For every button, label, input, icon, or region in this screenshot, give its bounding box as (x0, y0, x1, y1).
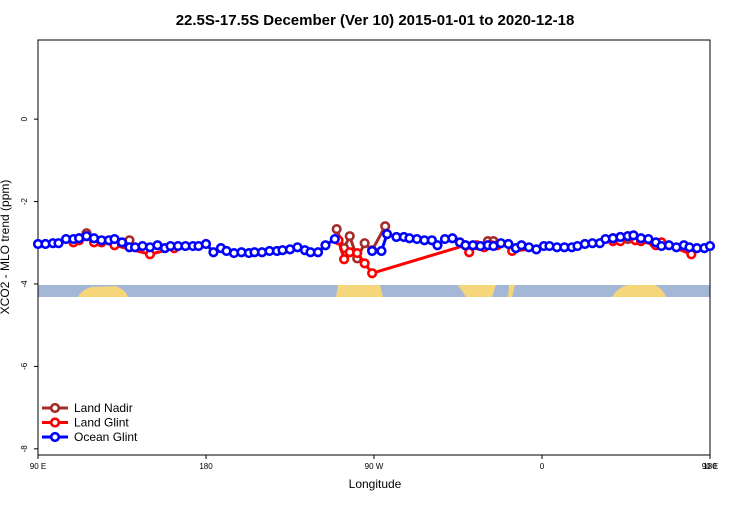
data-point (359, 258, 370, 269)
y-tick-label: -4 (20, 280, 29, 288)
x-tick-label: 90 W (365, 462, 384, 471)
y-tick-label: -8 (20, 445, 29, 453)
data-point (329, 233, 340, 245)
y-tick-label: -6 (20, 362, 29, 370)
data-point (380, 221, 391, 232)
data-point (312, 247, 324, 258)
data-point (352, 247, 363, 259)
x-tick-label: 180 (703, 462, 717, 471)
legend-label: Ocean Glint (74, 430, 138, 444)
x-axis-label: Longitude (349, 477, 402, 491)
data-point (339, 254, 350, 265)
data-point (344, 231, 355, 242)
data-point (53, 238, 64, 249)
data-point (381, 229, 393, 240)
legend-swatch-point (49, 417, 61, 428)
chart-title: 22.5S-17.5S December (Ver 10) 2015-01-01… (176, 12, 575, 29)
data-point (116, 237, 128, 248)
x-tick-label: 0 (540, 462, 545, 471)
y-tick-label: 0 (20, 116, 29, 121)
land-blob (78, 286, 128, 297)
data-point (200, 238, 212, 250)
data-point (432, 240, 443, 251)
data-point (367, 245, 378, 257)
x-tick-label: 90 E (702, 462, 718, 471)
data-point (331, 224, 342, 235)
data-point (503, 238, 514, 250)
legend-label: Land Glint (74, 416, 129, 430)
x-tick-label: 90 E (30, 462, 46, 471)
land-ocean-strip (38, 285, 710, 297)
data-point (704, 240, 716, 252)
legend-label: Land Nadir (74, 401, 133, 415)
y-axis-label: XCO2 - MLO trend (ppm) (0, 180, 12, 315)
data-point (376, 245, 387, 257)
legend-swatch-point (49, 431, 61, 443)
data-point (367, 268, 378, 279)
data-point (359, 238, 370, 249)
data-point (320, 240, 331, 251)
land-blob (458, 285, 496, 297)
data-point (447, 233, 458, 244)
data-point (208, 247, 219, 258)
land-blob (508, 285, 515, 297)
y-tick-label: -2 (20, 197, 29, 205)
land-blob (612, 285, 666, 297)
land-blob (336, 285, 383, 297)
x-tick-label: 180 (199, 462, 213, 471)
legend-swatch-point (49, 402, 61, 414)
